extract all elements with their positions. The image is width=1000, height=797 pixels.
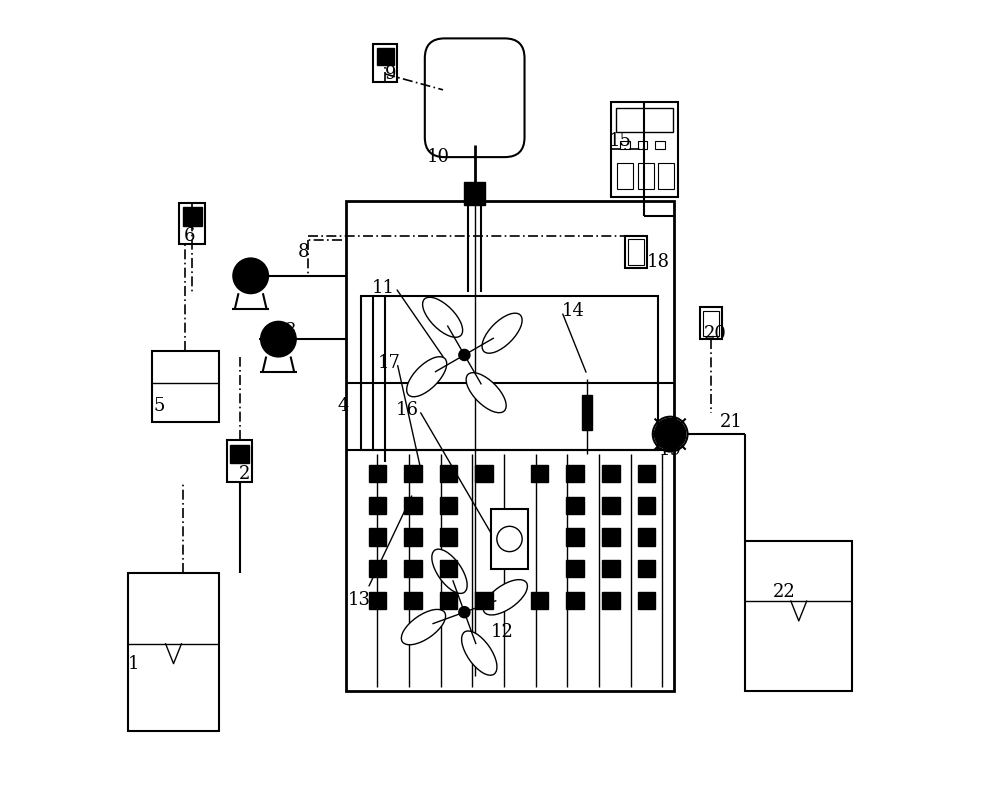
- Text: 16: 16: [396, 402, 419, 419]
- Ellipse shape: [483, 579, 527, 615]
- Bar: [566, 528, 584, 546]
- Polygon shape: [654, 418, 686, 434]
- Ellipse shape: [432, 549, 467, 594]
- Circle shape: [497, 526, 522, 552]
- Circle shape: [261, 322, 296, 356]
- Text: 4: 4: [338, 398, 349, 415]
- Text: 2: 2: [239, 465, 250, 483]
- Bar: [361, 296, 658, 450]
- Bar: [566, 497, 584, 514]
- Text: 11: 11: [372, 279, 395, 296]
- Text: 1: 1: [128, 654, 140, 673]
- Bar: [566, 465, 584, 482]
- Ellipse shape: [482, 313, 522, 353]
- Bar: [346, 201, 674, 691]
- Bar: [404, 560, 422, 577]
- Ellipse shape: [462, 631, 497, 675]
- Bar: [531, 465, 548, 482]
- Circle shape: [459, 349, 470, 360]
- Bar: [566, 560, 584, 577]
- Bar: [582, 395, 592, 430]
- Bar: [491, 509, 528, 569]
- Text: 19: 19: [658, 441, 681, 459]
- Bar: [602, 528, 620, 546]
- Text: 14: 14: [562, 302, 585, 320]
- Text: 6: 6: [183, 227, 195, 245]
- Bar: [658, 163, 674, 189]
- Circle shape: [233, 258, 268, 293]
- Bar: [152, 351, 219, 422]
- Bar: [620, 141, 630, 149]
- Bar: [611, 102, 678, 197]
- Bar: [369, 497, 386, 514]
- Text: 17: 17: [377, 354, 400, 372]
- Text: 5: 5: [153, 398, 165, 415]
- Text: 12: 12: [491, 623, 513, 641]
- Text: 18: 18: [646, 253, 669, 271]
- Bar: [440, 560, 457, 577]
- Bar: [230, 445, 249, 463]
- Bar: [369, 560, 386, 577]
- Bar: [377, 48, 394, 65]
- Bar: [616, 108, 673, 132]
- Bar: [602, 560, 620, 577]
- Bar: [602, 497, 620, 514]
- Polygon shape: [654, 434, 686, 450]
- Text: 13: 13: [348, 591, 371, 610]
- Bar: [628, 239, 644, 265]
- Text: 8: 8: [298, 243, 310, 261]
- Bar: [404, 465, 422, 482]
- Circle shape: [459, 607, 470, 618]
- Bar: [404, 497, 422, 514]
- Bar: [475, 465, 493, 482]
- Text: 3: 3: [285, 322, 296, 340]
- Bar: [638, 497, 655, 514]
- Bar: [566, 591, 584, 609]
- Bar: [179, 203, 205, 244]
- Bar: [369, 465, 386, 482]
- Bar: [638, 163, 654, 189]
- Bar: [440, 591, 457, 609]
- Bar: [638, 528, 655, 546]
- Bar: [440, 465, 457, 482]
- Bar: [617, 163, 633, 189]
- Text: 10: 10: [427, 148, 450, 166]
- Bar: [404, 528, 422, 546]
- Bar: [638, 465, 655, 482]
- Ellipse shape: [466, 373, 506, 413]
- Text: 7: 7: [253, 263, 264, 281]
- Bar: [602, 465, 620, 482]
- Bar: [700, 308, 722, 340]
- Text: 22: 22: [773, 583, 796, 602]
- Bar: [373, 44, 397, 82]
- Bar: [404, 591, 422, 609]
- Text: 9: 9: [385, 65, 397, 83]
- Text: 20: 20: [704, 324, 727, 343]
- Bar: [655, 141, 665, 149]
- Bar: [745, 541, 852, 691]
- Bar: [227, 441, 252, 481]
- Bar: [369, 528, 386, 546]
- Bar: [638, 591, 655, 609]
- Bar: [464, 183, 485, 205]
- Bar: [440, 497, 457, 514]
- Bar: [369, 591, 386, 609]
- Ellipse shape: [407, 357, 447, 397]
- Bar: [638, 560, 655, 577]
- Text: 15: 15: [609, 132, 632, 151]
- Bar: [128, 572, 219, 731]
- Ellipse shape: [423, 297, 463, 337]
- FancyBboxPatch shape: [425, 38, 525, 157]
- Bar: [703, 311, 719, 336]
- Bar: [638, 141, 647, 149]
- Bar: [625, 236, 647, 268]
- Bar: [183, 207, 202, 226]
- Ellipse shape: [401, 610, 446, 645]
- Bar: [531, 591, 548, 609]
- Bar: [475, 591, 493, 609]
- Bar: [440, 528, 457, 546]
- Bar: [602, 591, 620, 609]
- Text: 21: 21: [720, 413, 743, 431]
